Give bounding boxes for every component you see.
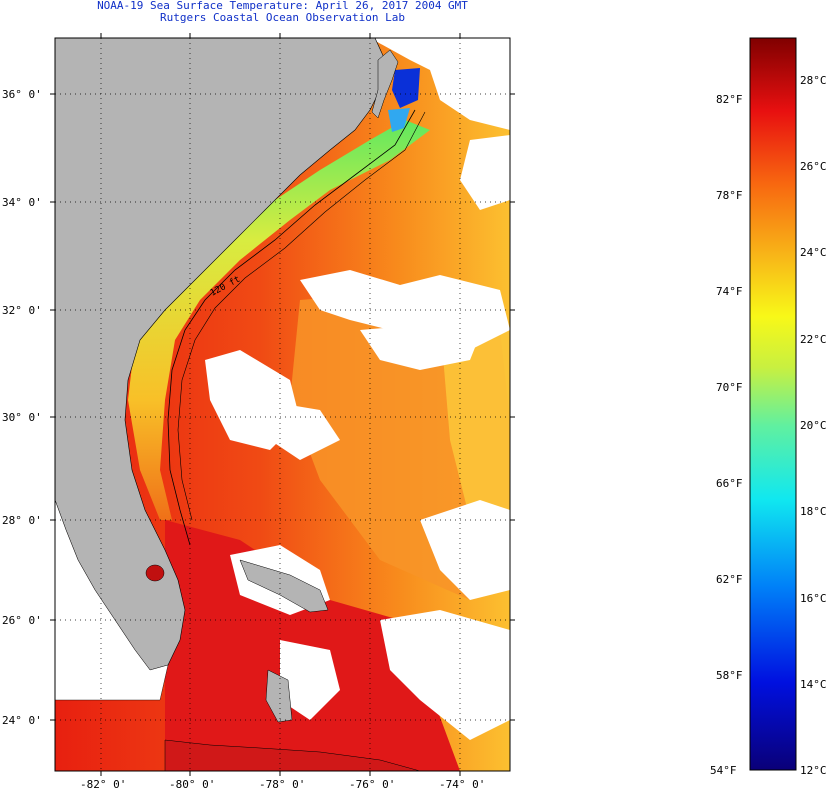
lake-feature	[145, 564, 165, 582]
lon-label-82: -82° 0'	[80, 778, 127, 791]
cool-sound-water	[388, 108, 410, 132]
f-label-54: 54°F	[710, 764, 737, 777]
bahamas-land	[239, 559, 329, 613]
c-label-28: 28°C	[800, 74, 827, 87]
c-label-20: 20°C	[800, 419, 827, 432]
c-label-26: 26°C	[800, 160, 827, 173]
lon-label-74: -74° 0'	[439, 778, 486, 791]
eastern-cooler-water	[440, 320, 510, 560]
f-label-74: 74°F	[716, 285, 743, 298]
c-label-14: 14°C	[800, 678, 827, 691]
cold-inlet-water	[392, 68, 420, 108]
lat-label-36: 36° 0'	[2, 88, 42, 101]
f-label-78: 78°F	[716, 189, 743, 202]
gulf-no-data-area	[55, 499, 169, 701]
f-label-62: 62°F	[716, 573, 743, 586]
lat-label-34: 34° 0'	[2, 196, 42, 209]
map-title: NOAA-19 Sea Surface Temperature: April 2…	[97, 0, 468, 12]
c-label-18: 18°C	[800, 505, 827, 518]
c-label-12: 12°C	[800, 764, 827, 777]
outer-banks-land	[371, 49, 399, 119]
andros-island	[265, 669, 293, 723]
graticule	[55, 38, 510, 771]
color-scale-bar	[749, 37, 797, 771]
c-label-22: 22°C	[800, 333, 827, 346]
lat-label-30: 30° 0'	[2, 411, 42, 424]
southern-coastal-water	[164, 739, 421, 771]
map-subtitle: Rutgers Coastal Ocean Observation Lab	[159, 11, 406, 24]
c-label-16: 16°C	[800, 592, 827, 605]
lat-label-32: 32° 0'	[2, 304, 42, 317]
f-label-66: 66°F	[716, 477, 743, 490]
lon-label-80: -80° 0'	[169, 778, 216, 791]
c-label-24: 24°C	[800, 246, 827, 259]
lon-label-78: -78° 0'	[259, 778, 306, 791]
isobath-contour-outer	[177, 111, 426, 521]
coastal-cool-band	[128, 120, 430, 520]
f-label-58: 58°F	[716, 669, 743, 682]
lat-label-26: 26° 0'	[2, 614, 42, 627]
f-label-70: 70°F	[716, 381, 743, 394]
axis-ticks	[50, 33, 515, 776]
no-data-area	[370, 38, 510, 130]
lat-label-28: 28° 0'	[2, 514, 42, 527]
f-label-82: 82°F	[716, 93, 743, 106]
map-frame	[54, 37, 511, 772]
isobath-contour	[167, 109, 416, 546]
lat-label-24: 24° 0'	[2, 714, 42, 727]
lon-label-76: -76° 0'	[349, 778, 396, 791]
